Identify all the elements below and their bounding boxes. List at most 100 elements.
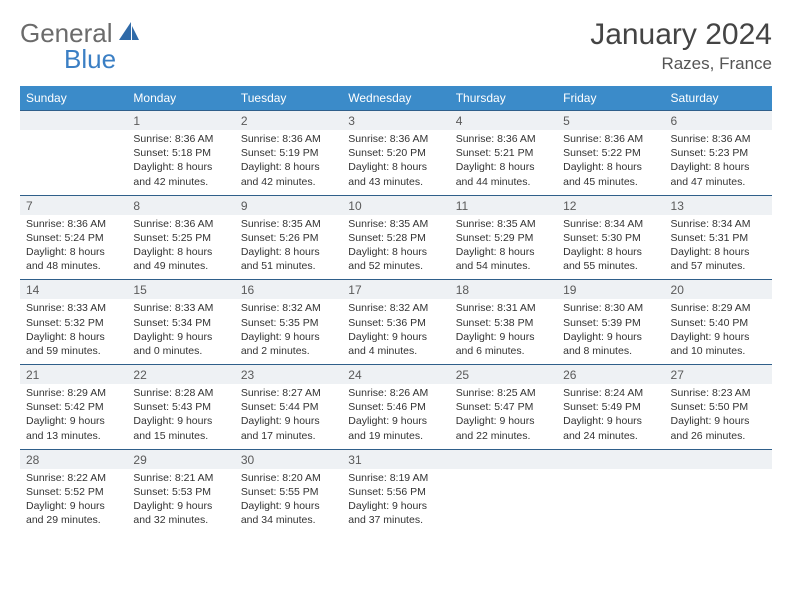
sunrise-line: Sunrise: 8:31 AM — [456, 301, 551, 315]
sunrise-line: Sunrise: 8:23 AM — [671, 386, 766, 400]
day-number-row: 14151617181920 — [20, 280, 772, 300]
weekday-header: Friday — [557, 86, 664, 111]
day-body-row: Sunrise: 8:36 AMSunset: 5:18 PMDaylight:… — [20, 130, 772, 195]
weekday-header: Wednesday — [342, 86, 449, 111]
day-number-cell — [20, 111, 127, 131]
sunrise-line: Sunrise: 8:35 AM — [348, 217, 443, 231]
sunrise-line: Sunrise: 8:36 AM — [26, 217, 121, 231]
daylight-line: Daylight: 9 hours and 17 minutes. — [241, 414, 336, 442]
location-label: Razes, France — [590, 54, 772, 74]
day-number-cell: 3 — [342, 111, 449, 131]
daylight-line: Daylight: 9 hours and 2 minutes. — [241, 330, 336, 358]
daylight-line: Daylight: 8 hours and 57 minutes. — [671, 245, 766, 273]
day-number-cell: 20 — [665, 280, 772, 300]
page-title: January 2024 — [590, 18, 772, 52]
day-body-cell — [665, 469, 772, 534]
day-number-cell: 9 — [235, 195, 342, 215]
daylight-line: Daylight: 8 hours and 55 minutes. — [563, 245, 658, 273]
daylight-line: Daylight: 9 hours and 26 minutes. — [671, 414, 766, 442]
day-body-cell: Sunrise: 8:28 AMSunset: 5:43 PMDaylight:… — [127, 384, 234, 449]
day-number-cell: 16 — [235, 280, 342, 300]
daylight-line: Daylight: 9 hours and 15 minutes. — [133, 414, 228, 442]
day-body-cell: Sunrise: 8:22 AMSunset: 5:52 PMDaylight:… — [20, 469, 127, 534]
day-number-cell: 6 — [665, 111, 772, 131]
sunset-line: Sunset: 5:43 PM — [133, 400, 228, 414]
day-body-cell: Sunrise: 8:36 AMSunset: 5:23 PMDaylight:… — [665, 130, 772, 195]
sunrise-line: Sunrise: 8:29 AM — [671, 301, 766, 315]
sunset-line: Sunset: 5:24 PM — [26, 231, 121, 245]
weekday-header: Sunday — [20, 86, 127, 111]
sunrise-line: Sunrise: 8:35 AM — [241, 217, 336, 231]
weekday-header: Monday — [127, 86, 234, 111]
sunrise-line: Sunrise: 8:36 AM — [133, 132, 228, 146]
weekday-header: Tuesday — [235, 86, 342, 111]
daylight-line: Daylight: 8 hours and 45 minutes. — [563, 160, 658, 188]
sunrise-line: Sunrise: 8:27 AM — [241, 386, 336, 400]
daylight-line: Daylight: 9 hours and 29 minutes. — [26, 499, 121, 527]
sunset-line: Sunset: 5:26 PM — [241, 231, 336, 245]
day-body-cell: Sunrise: 8:27 AMSunset: 5:44 PMDaylight:… — [235, 384, 342, 449]
daylight-line: Daylight: 8 hours and 42 minutes. — [133, 160, 228, 188]
sunset-line: Sunset: 5:49 PM — [563, 400, 658, 414]
day-number-cell: 18 — [450, 280, 557, 300]
daylight-line: Daylight: 9 hours and 19 minutes. — [348, 414, 443, 442]
day-number-row: 123456 — [20, 111, 772, 131]
day-body-cell — [557, 469, 664, 534]
sunrise-line: Sunrise: 8:29 AM — [26, 386, 121, 400]
sunset-line: Sunset: 5:46 PM — [348, 400, 443, 414]
sunset-line: Sunset: 5:30 PM — [563, 231, 658, 245]
day-number-cell: 12 — [557, 195, 664, 215]
day-body-cell: Sunrise: 8:33 AMSunset: 5:34 PMDaylight:… — [127, 299, 234, 364]
daylight-line: Daylight: 8 hours and 44 minutes. — [456, 160, 551, 188]
day-body-cell: Sunrise: 8:29 AMSunset: 5:40 PMDaylight:… — [665, 299, 772, 364]
sunset-line: Sunset: 5:28 PM — [348, 231, 443, 245]
sunrise-line: Sunrise: 8:33 AM — [133, 301, 228, 315]
sunrise-line: Sunrise: 8:35 AM — [456, 217, 551, 231]
day-number-cell: 2 — [235, 111, 342, 131]
sunset-line: Sunset: 5:20 PM — [348, 146, 443, 160]
day-body-cell: Sunrise: 8:32 AMSunset: 5:36 PMDaylight:… — [342, 299, 449, 364]
sunrise-line: Sunrise: 8:25 AM — [456, 386, 551, 400]
sunrise-line: Sunrise: 8:36 AM — [348, 132, 443, 146]
day-number-cell — [557, 449, 664, 469]
day-number-cell: 23 — [235, 365, 342, 385]
day-body-cell: Sunrise: 8:36 AMSunset: 5:24 PMDaylight:… — [20, 215, 127, 280]
day-number-cell: 28 — [20, 449, 127, 469]
sunset-line: Sunset: 5:35 PM — [241, 316, 336, 330]
sunset-line: Sunset: 5:53 PM — [133, 485, 228, 499]
sunset-line: Sunset: 5:29 PM — [456, 231, 551, 245]
sunrise-line: Sunrise: 8:33 AM — [26, 301, 121, 315]
sunset-line: Sunset: 5:22 PM — [563, 146, 658, 160]
sunrise-line: Sunrise: 8:34 AM — [563, 217, 658, 231]
sunrise-line: Sunrise: 8:36 AM — [671, 132, 766, 146]
sunset-line: Sunset: 5:23 PM — [671, 146, 766, 160]
daylight-line: Daylight: 8 hours and 54 minutes. — [456, 245, 551, 273]
sunset-line: Sunset: 5:25 PM — [133, 231, 228, 245]
sunrise-line: Sunrise: 8:22 AM — [26, 471, 121, 485]
sunrise-line: Sunrise: 8:36 AM — [241, 132, 336, 146]
sunrise-line: Sunrise: 8:32 AM — [241, 301, 336, 315]
day-body-row: Sunrise: 8:29 AMSunset: 5:42 PMDaylight:… — [20, 384, 772, 449]
day-number-cell: 13 — [665, 195, 772, 215]
daylight-line: Daylight: 9 hours and 13 minutes. — [26, 414, 121, 442]
calendar-body: 123456Sunrise: 8:36 AMSunset: 5:18 PMDay… — [20, 111, 772, 534]
daylight-line: Daylight: 8 hours and 52 minutes. — [348, 245, 443, 273]
day-body-cell: Sunrise: 8:26 AMSunset: 5:46 PMDaylight:… — [342, 384, 449, 449]
day-number-row: 28293031 — [20, 449, 772, 469]
day-body-row: Sunrise: 8:22 AMSunset: 5:52 PMDaylight:… — [20, 469, 772, 534]
day-body-cell — [20, 130, 127, 195]
weekday-header: Thursday — [450, 86, 557, 111]
daylight-line: Daylight: 9 hours and 32 minutes. — [133, 499, 228, 527]
logo-text-blue: Blue — [64, 44, 116, 75]
daylight-line: Daylight: 9 hours and 24 minutes. — [563, 414, 658, 442]
sunset-line: Sunset: 5:50 PM — [671, 400, 766, 414]
day-number-cell: 1 — [127, 111, 234, 131]
sunset-line: Sunset: 5:38 PM — [456, 316, 551, 330]
sunrise-line: Sunrise: 8:30 AM — [563, 301, 658, 315]
day-body-cell: Sunrise: 8:29 AMSunset: 5:42 PMDaylight:… — [20, 384, 127, 449]
day-body-cell: Sunrise: 8:31 AMSunset: 5:38 PMDaylight:… — [450, 299, 557, 364]
sunrise-line: Sunrise: 8:32 AM — [348, 301, 443, 315]
day-number-row: 78910111213 — [20, 195, 772, 215]
day-body-cell: Sunrise: 8:36 AMSunset: 5:19 PMDaylight:… — [235, 130, 342, 195]
day-number-cell: 29 — [127, 449, 234, 469]
